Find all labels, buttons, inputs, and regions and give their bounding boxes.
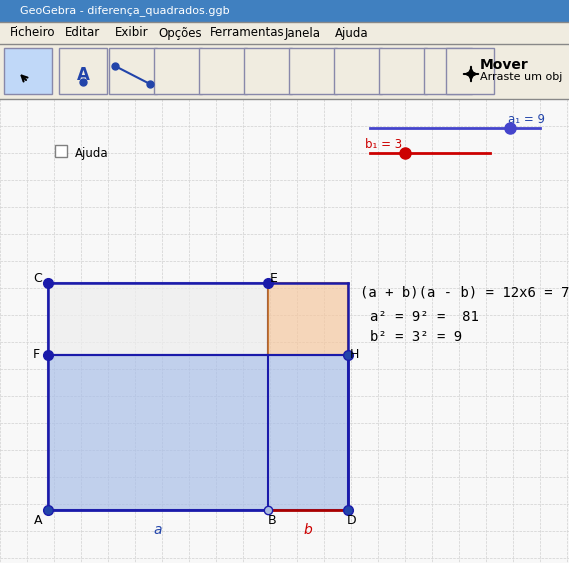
FancyBboxPatch shape [244, 48, 292, 94]
FancyBboxPatch shape [4, 48, 52, 94]
Text: Janela: Janela [285, 26, 321, 39]
Bar [48, 355, 348, 510]
Text: GeoGebra - diferença_quadrados.ggb: GeoGebra - diferença_quadrados.ggb [20, 6, 230, 16]
Text: b² = 3² = 9: b² = 3² = 9 [370, 330, 462, 344]
Bar [0, 44, 569, 99]
FancyBboxPatch shape [59, 48, 107, 94]
Text: b₁ = 3: b₁ = 3 [365, 138, 402, 151]
FancyBboxPatch shape [379, 48, 427, 94]
Text: a₁ = 9: a₁ = 9 [508, 113, 545, 126]
Text: Exibir: Exibir [115, 26, 149, 39]
Text: (a + b)(a - b) = 12x6 = 72: (a + b)(a - b) = 12x6 = 72 [360, 285, 569, 299]
Text: a: a [154, 523, 162, 537]
FancyBboxPatch shape [446, 48, 494, 94]
Text: Ferramentas: Ferramentas [210, 26, 284, 39]
Bar [0, 22, 569, 44]
Bar [0, 0, 569, 22]
Text: H: H [349, 348, 358, 361]
Text: Ficheiro: Ficheiro [10, 26, 56, 39]
Text: Mover: Mover [480, 58, 529, 72]
Text: Ajuda: Ajuda [335, 26, 369, 39]
FancyBboxPatch shape [154, 48, 202, 94]
Bar [0, 99, 569, 563]
Text: C: C [34, 272, 42, 285]
FancyBboxPatch shape [334, 48, 382, 94]
Text: A: A [77, 66, 89, 84]
FancyBboxPatch shape [289, 48, 337, 94]
Bar [55, 145, 67, 157]
Text: a² = 9² =  81: a² = 9² = 81 [370, 310, 479, 324]
Text: b: b [304, 523, 312, 537]
Text: A: A [34, 513, 42, 526]
Bar [268, 283, 348, 355]
Text: Arraste um obj: Arraste um obj [480, 72, 562, 82]
Text: Editar: Editar [65, 26, 100, 39]
Text: D: D [347, 513, 357, 526]
Text: F: F [32, 348, 40, 361]
FancyBboxPatch shape [199, 48, 247, 94]
Text: Opções: Opções [158, 26, 201, 39]
FancyBboxPatch shape [424, 48, 472, 94]
Text: B: B [267, 513, 277, 526]
Bar [48, 283, 268, 355]
FancyBboxPatch shape [109, 48, 157, 94]
Text: E: E [270, 272, 278, 285]
Text: Ajuda: Ajuda [75, 146, 109, 159]
